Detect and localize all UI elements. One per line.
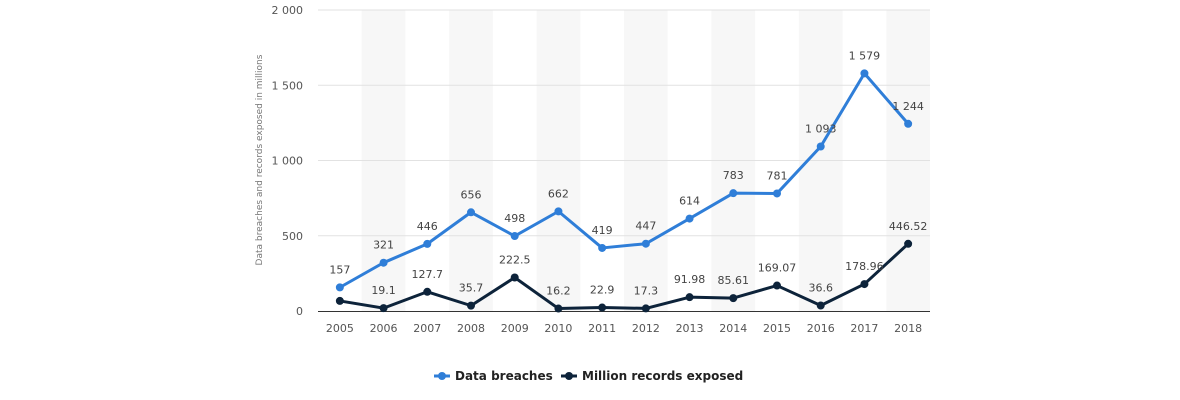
legend[interactable]: Data breaches Million records exposed	[434, 369, 743, 383]
data-label: 127.7	[412, 268, 444, 281]
data-label: 16.2	[546, 285, 571, 298]
y-tick-label: 500	[282, 230, 303, 243]
x-tick-label: 2006	[370, 322, 398, 335]
x-tick-label: 2016	[807, 322, 835, 335]
data-point	[860, 69, 869, 78]
y-tick-label: 0	[296, 305, 303, 318]
data-point	[467, 208, 475, 217]
data-label: 85.61	[718, 274, 750, 287]
series-line-records-exposed	[339, 242, 910, 311]
x-tick-label: 2008	[457, 322, 485, 335]
data-point	[641, 239, 650, 248]
data-point	[335, 283, 344, 292]
data-point	[423, 239, 432, 248]
data-label: 662	[548, 187, 569, 200]
data-label: 783	[723, 169, 744, 182]
series-line-data-breaches	[339, 71, 910, 289]
data-label: 222.5	[499, 254, 531, 267]
data-label: 321	[373, 239, 394, 252]
data-point	[379, 258, 388, 267]
data-label: 36.6	[808, 281, 833, 294]
x-axis-ticks: 2005 2006 2007 2008 2009 2010 2011 2012 2013 2014…	[326, 322, 922, 335]
data-label: 656	[461, 188, 482, 201]
data-point	[685, 293, 694, 302]
x-tick-label: 2012	[632, 322, 660, 335]
data-label: 157	[329, 263, 350, 276]
x-tick-label: 2011	[588, 322, 616, 335]
data-point	[379, 304, 388, 313]
legend-item-label: Million records exposed	[582, 369, 743, 383]
data-point	[467, 301, 475, 310]
data-point	[598, 243, 607, 252]
x-tick-label: 2017	[850, 322, 878, 335]
data-point	[685, 214, 694, 223]
y-tick-label: 2 000	[272, 4, 304, 17]
data-point	[773, 189, 781, 198]
data-point	[641, 304, 650, 313]
data-label: 19.1	[371, 284, 396, 297]
data-point	[510, 273, 519, 282]
data-point	[554, 304, 563, 313]
grid-lines	[318, 9, 930, 237]
data-label: 91.98	[674, 273, 706, 286]
data-label: 1 244	[892, 100, 924, 113]
legend-marker-1	[565, 372, 573, 380]
data-label: 781	[767, 169, 788, 182]
x-tick-label: 2007	[413, 322, 441, 335]
data-label: 614	[679, 195, 700, 208]
data-label: 178.96	[845, 260, 884, 273]
data-point	[904, 119, 913, 128]
x-tick-label: 2014	[719, 322, 747, 335]
data-point	[729, 189, 738, 198]
data-point	[816, 142, 825, 151]
data-label: 498	[504, 212, 525, 225]
data-label: 419	[592, 224, 613, 237]
x-tick-label: 2013	[676, 322, 704, 335]
data-label: 1 579	[849, 49, 881, 62]
data-label: 446	[417, 220, 438, 233]
series-group: 157 321 446 656 498 662 419 447 614 783 781 1 093 1 …	[329, 49, 928, 313]
data-point	[729, 294, 738, 303]
data-point	[598, 303, 607, 312]
y-axis-label: Data breaches and records exposed in mil…	[255, 54, 265, 265]
data-point	[904, 239, 913, 248]
data-label: 169.07	[758, 262, 797, 275]
legend-marker-0	[438, 372, 446, 380]
data-point	[860, 280, 869, 289]
x-tick-label: 2009	[501, 322, 529, 335]
data-label: 446.52	[889, 220, 928, 233]
data-label: 17.3	[634, 284, 659, 297]
y-axis-ticks: 0 500 1 000 1 500 2 000	[272, 4, 304, 318]
x-tick-label: 2010	[544, 322, 572, 335]
y-tick-label: 1 500	[272, 79, 304, 92]
x-tick-label: 2005	[326, 322, 354, 335]
x-tick-label: 2018	[894, 322, 922, 335]
data-label: 447	[635, 220, 656, 233]
data-point	[423, 287, 432, 296]
data-point	[816, 301, 825, 310]
data-point	[773, 281, 781, 290]
x-tick-label: 2015	[763, 322, 791, 335]
data-label: 35.7	[459, 282, 484, 295]
y-tick-label: 1 000	[272, 155, 304, 168]
data-point	[510, 232, 519, 241]
data-point	[554, 207, 563, 216]
data-label: 1 093	[805, 123, 837, 136]
data-label: 22.9	[590, 284, 615, 297]
data-point	[335, 296, 344, 305]
legend-item-label: Data breaches	[455, 369, 553, 383]
